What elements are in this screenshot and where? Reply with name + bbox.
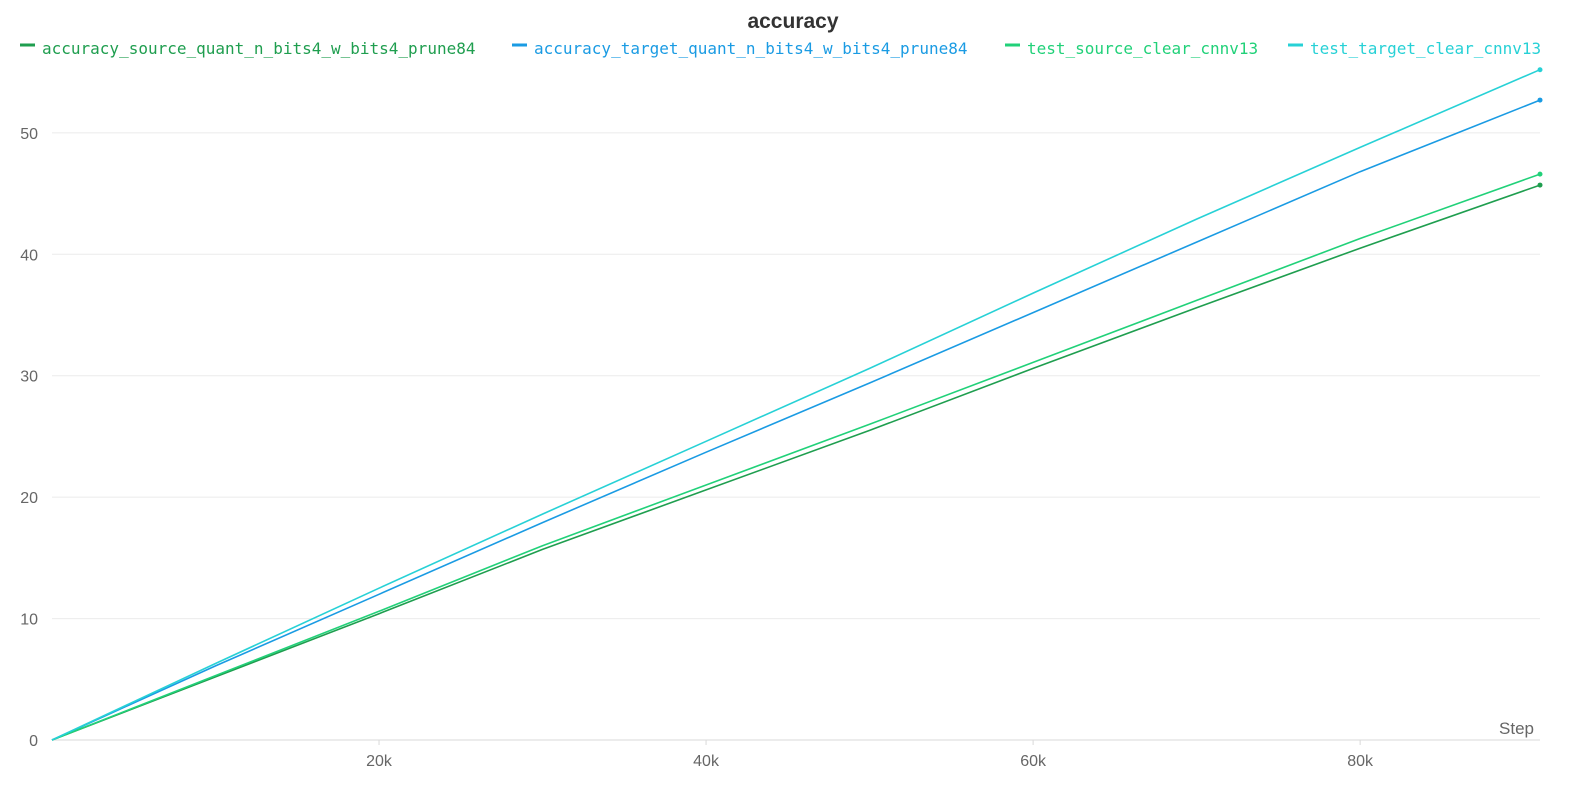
legend-item-0[interactable]: accuracy_source_quant_n_bits4_w_bits4_pr… [20,39,475,58]
legend: accuracy_source_quant_n_bits4_w_bits4_pr… [20,39,1541,58]
series-end-point-3 [1537,67,1543,73]
legend-item-1[interactable]: accuracy_target_quant_n_bits4_w_bits4_pr… [512,39,967,58]
x-tick-label: 80k [1347,753,1374,770]
series-line-0 [51,184,1541,741]
legend-label: accuracy_target_quant_n_bits4_w_bits4_pr… [534,39,967,58]
y-tick-label: 20 [20,490,38,507]
y-axis: 0 10 20 30 40 50 [20,126,38,750]
series-line-3 [51,68,1541,741]
legend-label: test_target_clear_cnnv13 [1310,39,1541,58]
grid-lines [52,132,1540,741]
x-axis: 20k 40k 60k 80k [366,740,1374,770]
series-lines [51,67,1543,741]
x-tick-label: 40k [693,753,720,770]
legend-item-2[interactable]: test_source_clear_cnnv13 [1005,39,1258,58]
y-tick-label: 10 [20,612,38,629]
y-tick-label: 40 [20,247,38,264]
chart-title: accuracy [747,10,838,33]
legend-item-3[interactable]: test_target_clear_cnnv13 [1288,39,1541,58]
legend-label: accuracy_source_quant_n_bits4_w_bits4_pr… [42,39,475,58]
x-axis-label: Step [1499,719,1534,738]
series-line-1 [51,99,1541,741]
y-tick-label: 30 [20,369,38,386]
legend-label: test_source_clear_cnnv13 [1027,39,1258,58]
series-end-point-0 [1537,182,1543,188]
x-tick-label: 20k [366,753,393,770]
x-tick-label: 60k [1020,753,1047,770]
y-tick-label: 0 [29,733,38,750]
y-tick-label: 50 [20,126,38,143]
series-end-point-1 [1537,97,1543,103]
series-end-point-2 [1537,171,1543,177]
series-line-2 [51,173,1541,741]
